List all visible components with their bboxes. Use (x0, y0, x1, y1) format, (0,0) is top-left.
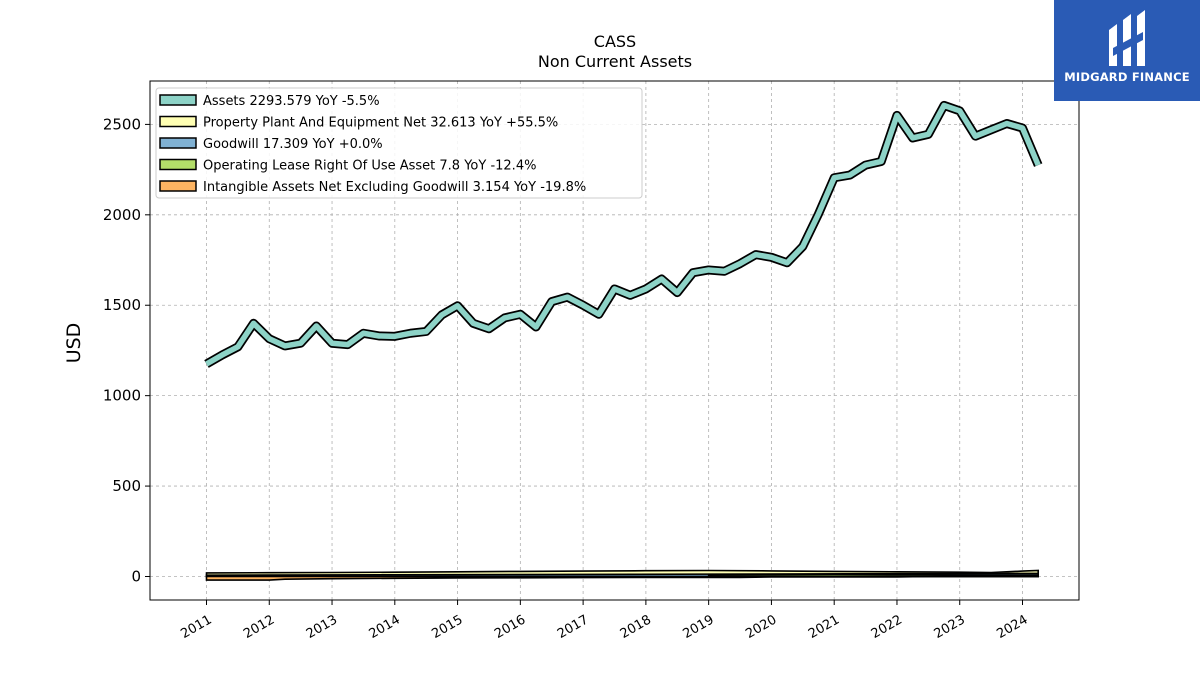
series-area-intangible-assets-net-excluding-goodwill (205, 575, 1039, 581)
series-assets-line (205, 102, 1041, 367)
x-tick-label: 2020 (743, 612, 779, 642)
midgard-logo-icon (1109, 10, 1145, 66)
chart-title: CASS (594, 32, 636, 51)
x-tick-label: 2011 (178, 612, 214, 642)
legend-swatch (159, 137, 197, 149)
chart-subtitle: Non Current Assets (538, 52, 692, 71)
x-tick-label: 2022 (869, 612, 905, 642)
y-axis: 0 500 1000 1500 2000 2500 (103, 115, 150, 585)
x-tick-label: 2012 (241, 612, 277, 642)
brand-name: MIDGARD FINANCE (1064, 70, 1190, 84)
y-tick-label: 500 (112, 477, 141, 495)
series-areas (204, 100, 1043, 581)
y-tick-label: 1000 (103, 387, 141, 405)
x-axis: 2011 2012 2013 2014 2015 2016 2017 2018 2019 2020… (178, 600, 1031, 642)
x-tick-label: 2018 (618, 612, 654, 642)
x-tick-label: 2024 (994, 612, 1030, 642)
plot-frame (149, 80, 1080, 601)
y-tick-label: 2500 (103, 115, 141, 133)
brand-logo: MIDGARD FINANCE (1054, 0, 1200, 101)
legend-entry: Operating Lease Right Of Use Asset 7.8 Y… (203, 159, 536, 174)
legend-entry: Goodwill 17.309 YoY +0.0% (203, 137, 383, 152)
legend-entry: Property Plant And Equipment Net 32.613 … (203, 116, 558, 131)
y-axis-label: USD (63, 323, 85, 364)
legend-swatch (159, 94, 197, 106)
legend-entry: Intangible Assets Net Excluding Goodwill… (203, 180, 586, 195)
x-tick-label: 2019 (680, 612, 716, 642)
legend-swatch (159, 158, 197, 171)
x-tick-label: 2017 (555, 612, 591, 642)
legend-swatch (159, 115, 197, 128)
x-tick-label: 2016 (492, 612, 528, 642)
x-tick-label: 2021 (806, 612, 842, 642)
x-tick-label: 2014 (367, 612, 403, 642)
legend-box (155, 87, 643, 199)
x-tick-label: 2013 (304, 612, 340, 642)
legend-swatch (159, 180, 197, 192)
x-tick-label: 2023 (932, 612, 968, 642)
y-tick-label: 1500 (103, 296, 141, 314)
legend: Assets 2293.579 YoY -5.5% Property Plant … (155, 87, 643, 199)
y-tick-label: 0 (131, 567, 141, 585)
x-tick-label: 2015 (429, 612, 465, 642)
y-tick-label: 2000 (103, 206, 141, 224)
legend-entry: Assets 2293.579 YoY -5.5% (203, 94, 380, 109)
